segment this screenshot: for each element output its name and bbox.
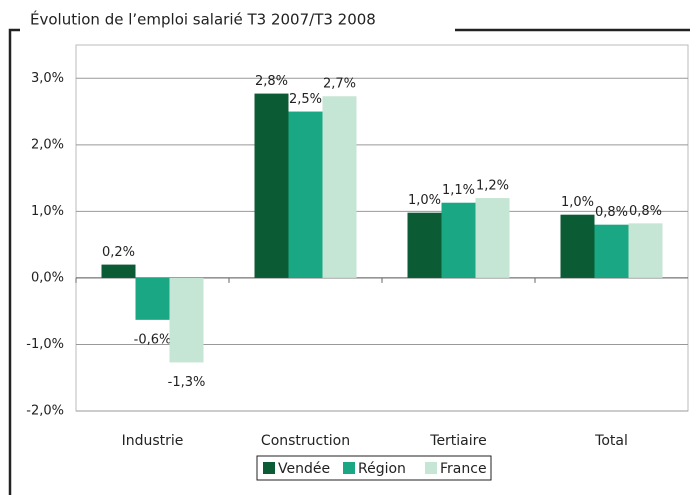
x-tick-label: Construction (261, 433, 350, 449)
bar (254, 93, 289, 278)
bar (407, 212, 442, 278)
bar (288, 111, 323, 278)
bar (169, 277, 204, 363)
x-tick-label: Industrie (122, 433, 184, 449)
legend-swatch (343, 462, 355, 474)
bar (475, 198, 510, 278)
data-label: 1,0% (408, 193, 441, 208)
data-label: 2,8% (255, 74, 288, 89)
legend-label: Région (358, 461, 406, 477)
bar (135, 277, 170, 320)
bar (628, 223, 663, 278)
y-tick-label: -2,0% (26, 404, 64, 419)
x-tick-label: Total (594, 433, 628, 449)
bar (441, 202, 476, 278)
data-label: 0,8% (629, 204, 662, 219)
legend-box (256, 455, 492, 481)
chart-title: Évolution de l’emploi salarié T3 2007/T3… (30, 10, 376, 29)
frame (8, 28, 690, 495)
y-tick-label: 1,0% (31, 204, 64, 219)
data-label: 1,1% (442, 183, 475, 198)
x-tick-label: Tertiaire (429, 433, 486, 449)
legend-swatch (425, 462, 437, 474)
bar (322, 96, 357, 278)
data-label: 2,7% (323, 77, 356, 92)
bar (594, 224, 629, 278)
y-tick-label: 3,0% (31, 71, 64, 86)
y-tick-label: 0,0% (31, 270, 64, 285)
data-label: 1,2% (476, 179, 509, 194)
legend-label: France (440, 461, 487, 477)
data-label: -0,6% (134, 332, 172, 347)
data-label: 2,5% (289, 92, 322, 107)
data-label: 0,8% (595, 205, 628, 220)
y-tick-label: 2,0% (31, 137, 64, 152)
bar (560, 214, 595, 278)
legend-label: Vendée (278, 461, 330, 477)
data-label: 0,2% (102, 245, 135, 260)
bar (101, 264, 136, 278)
y-tick-label: -1,0% (26, 337, 64, 352)
legend-swatch (263, 462, 275, 474)
data-label: 1,0% (561, 195, 594, 210)
data-label: -1,3% (168, 375, 206, 390)
